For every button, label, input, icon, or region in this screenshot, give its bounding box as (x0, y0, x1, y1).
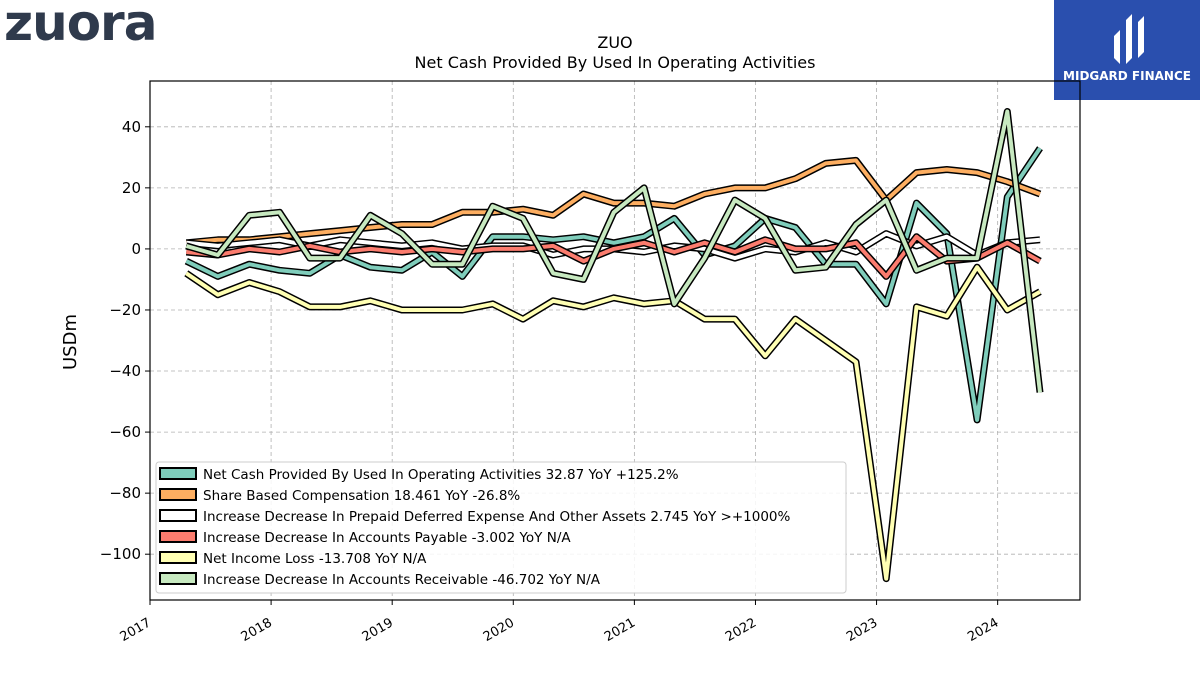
midgard-finance-badge: MIDGARD FINANCE (1054, 0, 1200, 100)
series-lines (184, 108, 1044, 583)
legend-entry: Share Based Compensation 18.461 YoY -26.… (203, 488, 520, 504)
y-tick-label: 20 (122, 179, 141, 197)
chart-subtitle: Net Cash Provided By Used In Operating A… (415, 53, 816, 72)
y-tick-label: −80 (109, 484, 141, 502)
legend-entry: Increase Decrease In Accounts Receivable… (203, 572, 601, 588)
x-tick-label: 2018 (239, 615, 275, 645)
x-ticks: 2017 2018 2019 2020 2021 2022 2023 2024 (118, 600, 1001, 645)
midgard-logo-icon (1114, 14, 1144, 64)
x-tick-label: 2022 (723, 615, 759, 645)
y-tick-label: −40 (109, 362, 141, 380)
y-axis-label: USDm (60, 314, 81, 370)
x-tick-label: 2020 (481, 615, 517, 645)
legend: Net Cash Provided By Used In Operating A… (155, 461, 847, 594)
legend-swatch (159, 467, 197, 480)
series-line (185, 109, 1042, 393)
legend-entry: Increase Decrease In Prepaid Deferred Ex… (203, 509, 790, 525)
series-line (185, 265, 1041, 581)
legend-entry: Net Income Loss -13.708 YoY N/A (203, 551, 427, 567)
series-line (186, 234, 1041, 279)
zuora-logo: zuora (4, 0, 157, 52)
badge-label: MIDGARD FINANCE (1063, 69, 1191, 83)
legend-entry: Net Cash Provided By Used In Operating A… (203, 467, 679, 483)
legend-swatch (159, 551, 197, 564)
legend-box (155, 461, 847, 594)
x-tick-label: 2023 (844, 615, 880, 645)
y-tick-label: −60 (109, 423, 141, 441)
y-tick-label: 0 (131, 240, 141, 258)
x-tick-label: 2021 (602, 615, 638, 645)
y-tick-label: −20 (109, 301, 141, 319)
legend-swatch (159, 488, 197, 501)
series-line (186, 158, 1041, 245)
legend-swatch (159, 509, 197, 522)
chart-title: ZUO (597, 33, 632, 52)
y-ticks: 40 20 0 −20 −40 −60 −80 −100 (100, 118, 150, 563)
y-tick-label: 40 (122, 118, 141, 136)
x-tick-label: 2017 (118, 615, 154, 645)
x-tick-label: 2024 (965, 615, 1001, 645)
legend-entry: Increase Decrease In Accounts Payable -3… (203, 530, 571, 546)
x-tick-label: 2019 (360, 615, 396, 645)
y-tick-label: −100 (100, 545, 141, 563)
legend-swatch (159, 572, 197, 585)
plot-frame (149, 80, 1081, 601)
legend-swatch (159, 530, 197, 543)
